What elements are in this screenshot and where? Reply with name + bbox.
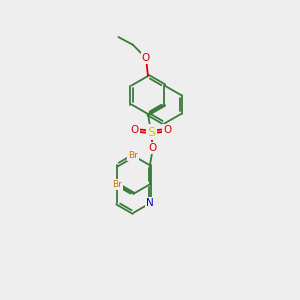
Text: O: O — [163, 125, 171, 135]
Text: Br: Br — [112, 180, 122, 189]
Text: O: O — [149, 143, 157, 153]
Text: S: S — [147, 125, 155, 139]
Text: O: O — [142, 53, 150, 63]
Text: O: O — [131, 125, 139, 135]
Text: N: N — [146, 198, 154, 208]
Text: Br: Br — [128, 151, 138, 160]
